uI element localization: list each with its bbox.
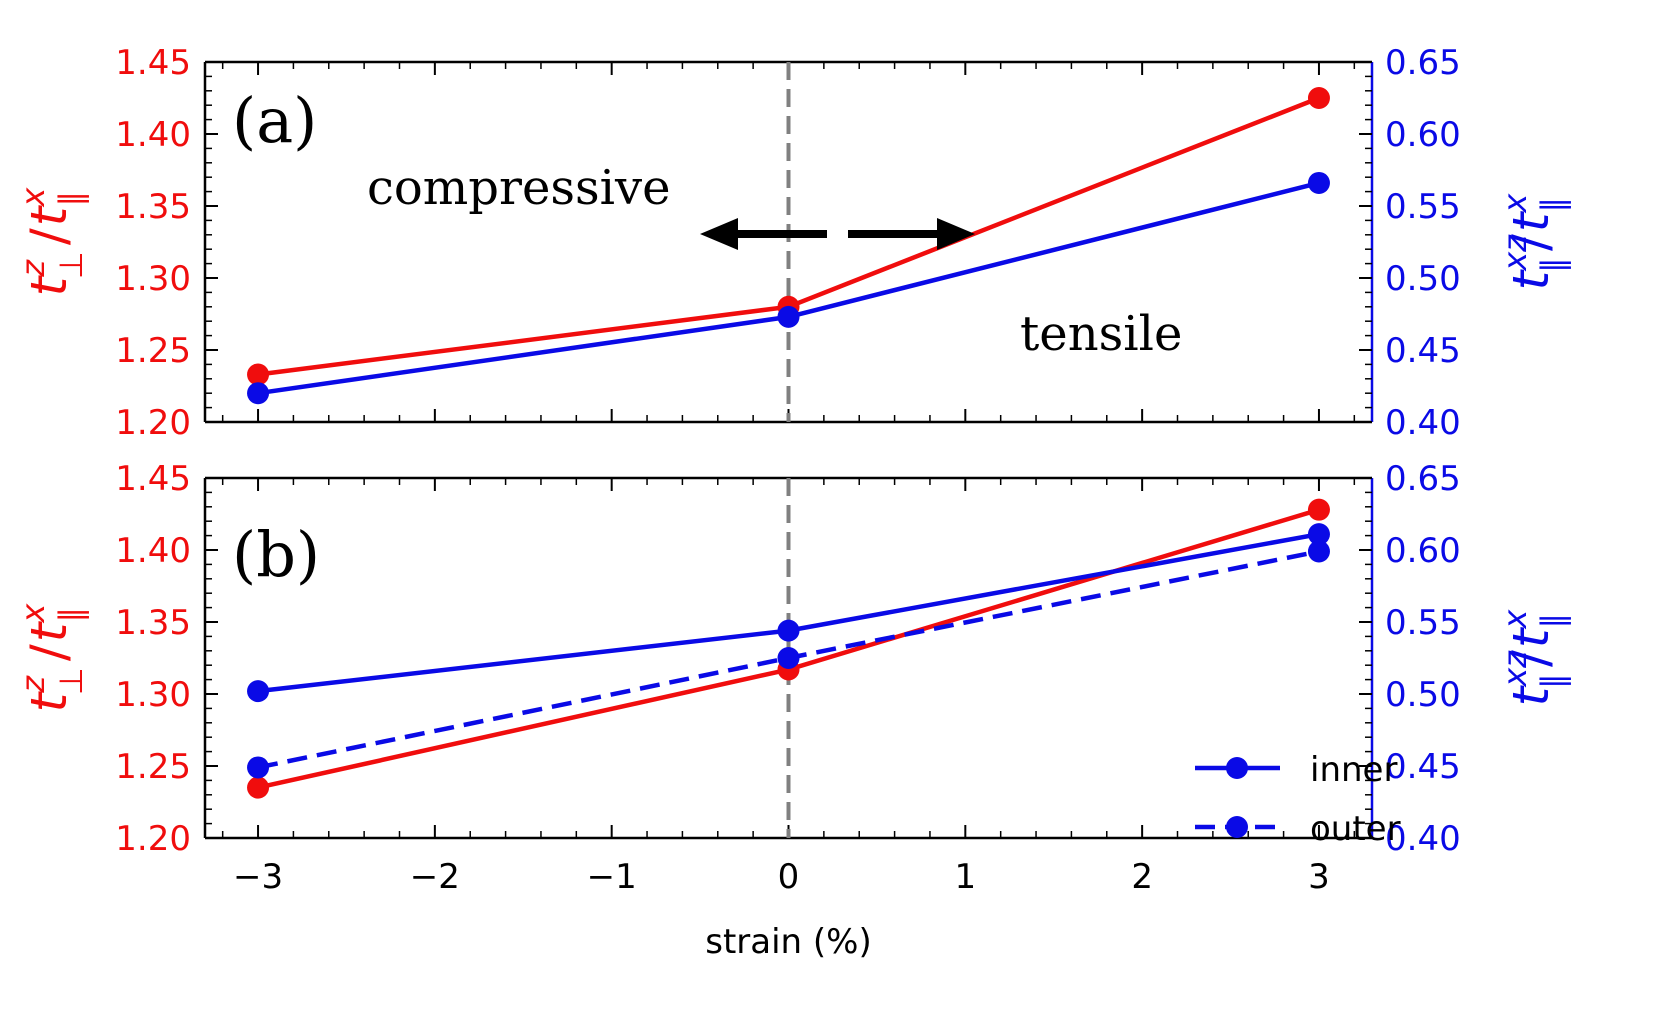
x-tick-label: 3	[1308, 857, 1330, 897]
legend: inner outer	[1195, 750, 1401, 849]
x-axis-title: strain (%)	[705, 922, 872, 962]
annotation-compressive: compressive	[367, 160, 671, 216]
data-point	[247, 776, 270, 799]
y-right-tick-label: 0.40	[1385, 403, 1461, 443]
y-right-axis-title: txz∥/tx∥	[1496, 193, 1572, 291]
panel-b: 1.20 1.25 1.30 1.35 1.40 1.45 0.40 0.45 0.50 0.55…	[14, 459, 1572, 962]
x-tick-label: 0	[778, 857, 800, 897]
y-left-tick-label: 1.40	[115, 531, 191, 571]
x-tick-label: −3	[233, 857, 283, 897]
data-point	[1307, 523, 1330, 546]
y-left-tick-label: 1.45	[115, 459, 191, 499]
legend-marker-inner	[1226, 757, 1248, 779]
panel-label: (b)	[232, 518, 320, 591]
y-left-tick-label: 1.30	[115, 675, 191, 715]
x-tick-label: −1	[587, 857, 637, 897]
y-right-tick-label: 0.45	[1385, 747, 1461, 787]
y-right-tick-label: 0.65	[1385, 459, 1461, 499]
legend-marker-outer	[1226, 816, 1248, 838]
data-point	[1307, 171, 1330, 194]
y-left-tick-label: 1.35	[115, 603, 191, 643]
y-left-tick-label: 1.35	[115, 187, 191, 227]
legend-label-inner: inner	[1310, 750, 1397, 790]
arrow-right-head	[937, 218, 975, 250]
y-right-tick-label: 0.55	[1385, 603, 1461, 643]
y-left-tick-label: 1.25	[115, 747, 191, 787]
data-point	[777, 305, 800, 328]
x-tick-label: 1	[954, 857, 976, 897]
x-tick-label: −2	[410, 857, 460, 897]
data-point	[247, 363, 270, 386]
data-point	[777, 647, 800, 669]
y-right-tick-label: 0.60	[1385, 115, 1461, 155]
y-left-tick-label: 1.40	[115, 115, 191, 155]
panel-label: (a)	[232, 84, 317, 157]
data-point	[1307, 498, 1330, 521]
y-right-tick-label: 0.65	[1385, 43, 1461, 83]
y-left-tick-label: 1.30	[115, 259, 191, 299]
legend-label-outer: outer	[1310, 809, 1401, 849]
data-point	[1307, 87, 1330, 109]
y-right-tick-label: 0.40	[1385, 819, 1461, 859]
y-left-tick-label: 1.20	[115, 403, 191, 443]
data-point	[247, 680, 270, 703]
y-left-axis-title: tz⊥/tx∥	[14, 187, 90, 297]
data-point	[247, 382, 270, 405]
y-right-tick-label: 0.60	[1385, 531, 1461, 571]
data-point	[247, 756, 270, 779]
y-right-tick-label: 0.45	[1385, 331, 1461, 371]
y-right-tick-label: 0.50	[1385, 675, 1461, 715]
x-tick-label: 2	[1131, 857, 1153, 897]
arrow-right-icon	[848, 218, 975, 250]
panel-a: 1.20 1.25 1.30 1.35 1.40 1.45 0.40 0.45 0.50 0.55…	[14, 43, 1572, 443]
y-right-axis-title: txz∥/tx∥	[1496, 609, 1572, 707]
arrow-left-icon	[700, 218, 827, 250]
y-left-tick-label: 1.45	[115, 43, 191, 83]
y-left-axis-title: tz⊥/tx∥	[14, 603, 90, 713]
data-point	[777, 619, 800, 642]
y-right-tick-label: 0.55	[1385, 187, 1461, 227]
y-right-tick-label: 0.50	[1385, 259, 1461, 299]
y-left-tick-label: 1.20	[115, 819, 191, 859]
data-point	[1307, 540, 1330, 563]
arrow-left-head	[700, 218, 738, 250]
annotation-tensile: tensile	[1020, 306, 1182, 362]
y-left-tick-label: 1.25	[115, 331, 191, 371]
